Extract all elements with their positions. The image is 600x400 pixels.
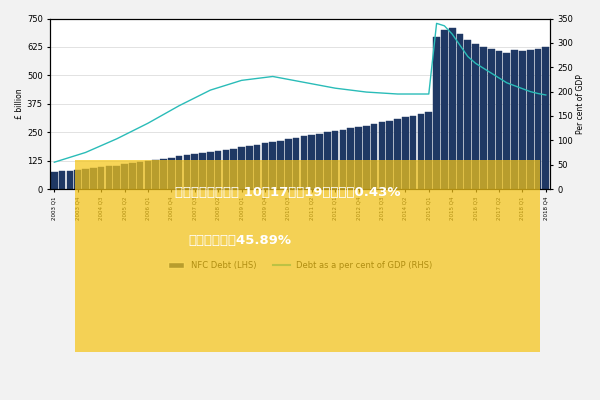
Bar (535, 49, 541, 189)
Bar (519, 51, 526, 189)
Bar (106, 166, 112, 189)
Bar (386, 121, 393, 189)
Bar (464, 40, 471, 189)
Bar (316, 134, 323, 189)
Bar (394, 119, 401, 189)
Bar (527, 50, 533, 189)
Bar (293, 138, 299, 189)
Bar (496, 51, 502, 189)
Bar (347, 128, 354, 189)
Bar (51, 172, 58, 189)
Bar (59, 171, 65, 189)
Bar (137, 162, 143, 189)
Bar (379, 122, 385, 189)
Bar (207, 152, 214, 189)
Y-axis label: £ billion: £ billion (15, 88, 24, 119)
Bar (371, 124, 377, 189)
Bar (98, 168, 104, 189)
Legend: NFC Debt (LHS), Debt as a per cent of GDP (RHS): NFC Debt (LHS), Debt as a per cent of GD… (164, 258, 436, 274)
Bar (277, 140, 284, 189)
Bar (152, 160, 159, 189)
Bar (285, 139, 292, 189)
Bar (176, 156, 182, 189)
Bar (410, 116, 416, 189)
Bar (433, 37, 440, 189)
Bar (82, 169, 89, 189)
Bar (145, 161, 151, 189)
Bar (542, 47, 549, 189)
Bar (199, 153, 206, 189)
Bar (308, 135, 315, 189)
Bar (363, 126, 370, 189)
Bar (418, 114, 424, 189)
Bar (301, 136, 307, 189)
Bar (449, 28, 455, 189)
Bar (67, 170, 73, 189)
Bar (121, 164, 128, 189)
Bar (254, 145, 260, 189)
Bar (230, 148, 237, 189)
Bar (113, 166, 120, 189)
Bar (74, 170, 81, 189)
Bar (269, 142, 276, 189)
Y-axis label: Per cent of GDP: Per cent of GDP (576, 74, 585, 134)
Bar (262, 143, 268, 189)
Bar (238, 148, 245, 189)
Bar (472, 44, 479, 189)
Bar (324, 132, 331, 189)
Bar (223, 150, 229, 189)
Text: ，转股溢价率45.89%: ，转股溢价率45.89% (188, 234, 292, 246)
Bar (168, 158, 175, 189)
Bar (511, 50, 518, 189)
Bar (215, 151, 221, 189)
Bar (184, 155, 190, 189)
Bar (160, 159, 167, 189)
Bar (480, 47, 487, 189)
Bar (441, 30, 448, 189)
Bar (503, 53, 510, 189)
Bar (191, 154, 198, 189)
Bar (332, 131, 338, 189)
Bar (246, 146, 253, 189)
Bar (129, 163, 136, 189)
Bar (340, 130, 346, 189)
Bar (425, 112, 432, 189)
Bar (90, 168, 97, 189)
Text: 杠杆炒股怎么操作 10月17日鸩19转债下跌0.43%: 杠杆炒股怎么操作 10月17日鸩19转债下跌0.43% (175, 186, 401, 198)
Bar (355, 127, 362, 189)
Bar (457, 34, 463, 189)
Bar (488, 48, 494, 189)
Bar (402, 117, 409, 189)
